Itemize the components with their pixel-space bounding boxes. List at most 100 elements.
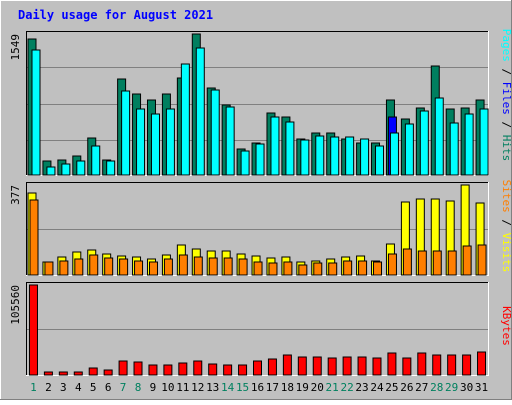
x-tick-label: 6 (105, 381, 112, 394)
legend-item-sites: Sites (500, 180, 512, 213)
bar-sites (313, 262, 323, 276)
bar-sites (89, 254, 99, 276)
x-tick-label: 9 (150, 381, 157, 394)
bar-sites (462, 245, 472, 276)
legend-separator: / (500, 213, 512, 233)
bar-kbytes (387, 352, 397, 376)
x-tick-label: 12 (191, 381, 204, 394)
y-max-label: 377 (9, 185, 22, 205)
bar-kbytes (223, 364, 233, 376)
bar-kbytes (253, 360, 262, 376)
bar-kbytes (43, 371, 53, 376)
bar-pages (404, 123, 414, 176)
bar-pages (375, 145, 385, 176)
bar-pages (270, 116, 280, 176)
bar-sites (134, 260, 144, 276)
series-sites (29, 199, 487, 276)
bar-sites (343, 260, 353, 276)
bar-sites (283, 261, 293, 276)
bar-sites (447, 250, 457, 276)
legend-bottom: KBytes (500, 306, 512, 346)
bar-pages (240, 150, 250, 176)
bar-kbytes (238, 364, 248, 376)
bar-kbytes (372, 357, 382, 376)
bar-kbytes (447, 354, 457, 376)
bar-kbytes (28, 284, 38, 376)
bar-kbytes (402, 357, 412, 376)
x-tick-label: 20 (311, 381, 324, 394)
bar-pages (419, 110, 429, 176)
legend-item-hits: Hits (500, 135, 512, 162)
x-tick-label: 19 (296, 381, 309, 394)
bar-sites (387, 253, 397, 276)
bar-pages (255, 143, 265, 176)
x-tick-label: 28 (430, 381, 443, 394)
x-axis: 1 2 3 4 5 6 7 8 9 10 11 12 13 14 15 16 17 18 19 20 21 22 23 24 2… (30, 381, 488, 394)
bar-pages (46, 166, 56, 176)
bar-kbytes (148, 364, 158, 376)
panel-top: 1549 Pages / Files / Hits (9, 29, 512, 176)
bar-kbytes (282, 354, 292, 376)
panel-bottom: 105560 KBytes (9, 282, 512, 376)
chart-title: Daily usage for August 2021 (18, 8, 213, 22)
bar-pages (210, 89, 220, 176)
bar-pages (61, 163, 71, 176)
bar-pages (165, 108, 175, 176)
panel-middle: 377 Sites / Visits (9, 180, 512, 276)
bar-sites (402, 248, 412, 276)
bar-pages (449, 122, 459, 176)
bar-sites (417, 250, 427, 276)
bar-sites (238, 258, 248, 276)
legend-item-pages: Pages (500, 29, 512, 62)
bar-pages (389, 132, 399, 176)
bar-sites (44, 261, 54, 276)
x-tick-label: 21 (326, 381, 339, 394)
bar-pages (106, 160, 116, 176)
x-tick-label: 1 (30, 381, 37, 394)
bar-kbytes (462, 354, 472, 376)
x-tick-label: 10 (161, 381, 174, 394)
x-tick-label: 27 (415, 381, 428, 394)
bar-pages (434, 97, 444, 176)
x-tick-label: 5 (90, 381, 97, 394)
bar-pages (360, 138, 370, 176)
x-tick-label: 24 (370, 381, 384, 394)
bar-pages (180, 63, 190, 176)
bar-sites (104, 257, 114, 276)
panels-layer: 1549 Pages / Files / Hits 377 Sites / Visit… (9, 29, 512, 376)
bar-sites (253, 261, 263, 276)
bar-kbytes (73, 371, 83, 376)
y-max-label: 1549 (9, 34, 22, 61)
bar-sites (373, 261, 383, 276)
bar-pages (121, 90, 131, 176)
bar-pages (300, 139, 310, 176)
x-tick-label: 7 (120, 381, 127, 394)
bar-pages (315, 135, 325, 176)
bar-sites (74, 258, 84, 276)
bar-kbytes (342, 356, 352, 376)
bar-pages (195, 47, 205, 176)
bar-pages (285, 121, 295, 176)
x-tick-label: 31 (475, 381, 488, 394)
bar-sites (193, 256, 203, 276)
x-tick-label: 17 (266, 381, 279, 394)
bar-sites (328, 262, 338, 276)
y-max-label: 105560 (9, 285, 22, 325)
bar-sites (358, 260, 368, 276)
bar-pages (330, 136, 340, 176)
bar-pages (150, 113, 160, 176)
bar-kbytes (193, 360, 203, 376)
x-tick-label: 2 (45, 381, 52, 394)
bar-pages (91, 145, 101, 176)
bar-sites (163, 258, 173, 276)
x-tick-label: 18 (281, 381, 294, 394)
bar-kbytes (178, 362, 188, 376)
x-tick-label: 15 (236, 381, 249, 394)
bar-sites (119, 258, 129, 276)
bar-kbytes (312, 356, 322, 376)
bar-sites (477, 244, 487, 276)
bar-kbytes (417, 352, 427, 376)
x-tick-label: 26 (400, 381, 413, 394)
x-tick-label: 25 (385, 381, 398, 394)
bar-pages (345, 136, 355, 176)
